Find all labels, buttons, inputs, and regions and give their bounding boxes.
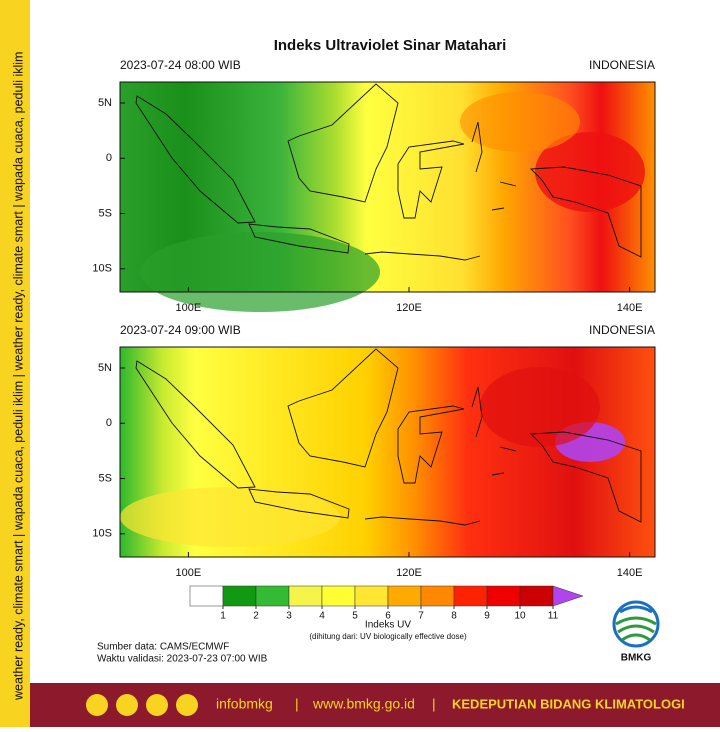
colorbar-bin [321,585,356,607]
colorbar-bin [255,585,290,607]
validity: Waktu validasi: 2023-07-23 07:00 WIB [97,654,268,665]
y-tick-label: 5S [99,472,112,484]
uv-blob [480,367,600,447]
colorbar-tick-label: 6 [385,611,391,622]
map-timestamp: 2023-07-24 09:00 WIB [120,323,241,337]
colorbar-tick-label: 10 [514,611,526,622]
colorbar-bin [189,585,224,607]
panels: 2023-07-24 08:00 WIB INDONESIA 100E 120E 140… [92,58,656,579]
colorbar-bin [420,585,455,607]
title: Indeks Ultraviolet Sinar Matahari [274,37,507,54]
uv-blob [460,92,580,152]
separator: | [295,696,299,712]
uv-blob [140,232,380,312]
x-tick-label: 100E [176,302,202,314]
colorbar-arrow [552,585,584,607]
colorbar-bin [486,585,521,607]
colorbar-tick-label: 8 [451,611,457,622]
department: KEDEPUTIAN BIDANG KLIMATOLOGI [452,696,685,711]
footer [30,683,720,727]
x-tick-label: 100E [176,567,202,579]
sidebar-text: weather ready, climate smart | wapada cu… [11,52,25,701]
colorbar-label: Indeks UV [365,620,411,631]
colorbar-bin [519,585,554,607]
y-tick-label: 5N [98,97,112,109]
colorbar-tick-label: 5 [352,611,358,622]
map-timestamp: 2023-07-24 08:00 WIB [120,58,241,72]
map-frame [119,81,656,293]
social-handle[interactable]: infobmkg [216,696,273,712]
sidebar [0,0,30,727]
y-tick-label: 10S [92,528,112,540]
uv-blob [120,487,340,547]
map-frame [119,346,656,558]
colorbar-tick-label: 9 [484,611,490,622]
source: Sumber data: CAMS/ECMWF [97,642,229,653]
colorbar-tick-label: 4 [319,611,325,622]
y-tick-label: 5S [99,207,112,219]
y-tick-label: 10S [92,263,112,275]
colorbar-bin [222,585,257,607]
social-icons [86,694,198,716]
x-tick-label: 140E [617,567,643,579]
colorbar-tick-label: 7 [418,611,424,622]
y-tick-label: 0 [106,417,112,429]
website[interactable]: www.bmkg.go.id [312,696,415,712]
colorbar: 1 2 3 4 5 6 7 8 9 10 11 [189,585,584,622]
x-tick-label: 120E [396,302,422,314]
separator: | [432,696,436,712]
y-tick-label: 5N [98,362,112,374]
logo-text: BMKG [621,653,652,664]
map-region: INDONESIA [589,323,655,337]
map-region: INDONESIA [589,58,655,72]
y-tick-label: 0 [106,152,112,164]
colorbar-bin [453,585,488,607]
x-tick-label: 140E [617,302,643,314]
map-panel: 2023-07-24 09:00 WIB INDONESIA 100E 120E 140… [92,323,656,579]
colorbar-tick-label: 1 [220,611,226,622]
bmkg-logo: BMKG [612,600,660,664]
colorbar-bin [354,585,389,607]
colorbar-tick-label: 11 [548,611,559,622]
colorbar-bin [387,585,422,607]
colorbar-tick-label: 2 [253,611,259,622]
colorbar-note: (dihitung dari: UV biologically effectiv… [309,632,467,641]
map-panel: 2023-07-24 08:00 WIB INDONESIA 100E 120E 140… [92,58,656,314]
x-tick-label: 120E [396,567,422,579]
colorbar-tick-label: 3 [286,611,292,622]
colorbar-bin [288,585,323,607]
